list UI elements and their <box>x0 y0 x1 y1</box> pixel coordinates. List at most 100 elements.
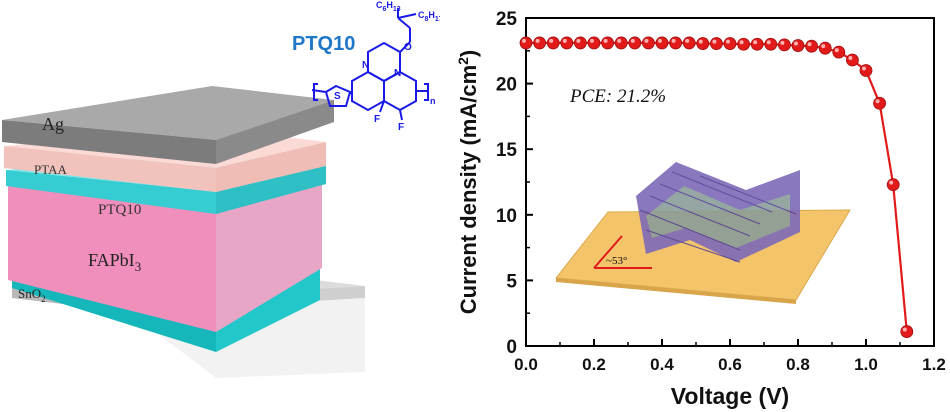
ptaa-label: PTAA <box>34 162 68 177</box>
jv-data-point <box>696 37 710 50</box>
jv-point-highlight <box>535 38 540 43</box>
atom-o: O <box>404 42 412 53</box>
angle-label: ~53° <box>606 255 627 267</box>
angle-marker <box>593 235 652 269</box>
jv-data-point <box>641 36 655 50</box>
jv-data-point <box>573 36 587 50</box>
x-tick-label: 1.2 <box>922 355 946 374</box>
y-tick-label: 25 <box>496 9 518 30</box>
side-chain-top: C6H13 <box>376 0 401 13</box>
x-tick-label: 0.8 <box>786 355 810 374</box>
jv-chart: ~53° 0.0 0.2 0.4 0.6 0.8 1.0 1.2 0 5 10 15 20 25 PCE… <box>455 9 946 409</box>
jv-point-highlight <box>698 39 703 44</box>
sno2-label: SnO2 <box>18 286 46 304</box>
jv-data-point <box>750 37 764 51</box>
jv-data-point <box>669 36 683 50</box>
repeat-n: n <box>430 96 436 106</box>
jv-data-point <box>601 36 615 50</box>
jv-data-point <box>805 39 819 53</box>
y-tick-label: 15 <box>496 140 518 161</box>
molecule-name: PTQ10 <box>292 33 355 55</box>
jv-data-point <box>655 36 669 50</box>
axis-ticks: 0.0 0.2 0.4 0.6 0.8 1.0 1.2 0 5 10 15 20 25 <box>496 9 946 374</box>
jv-data-point <box>845 53 859 67</box>
jv-point-highlight <box>821 44 826 49</box>
jv-data-point <box>519 36 533 50</box>
jv-point-highlight <box>862 66 866 71</box>
jv-data-point <box>546 36 560 50</box>
device-illustration: Ag PTAA PTQ10 FAPbI3 SnO2 PTQ10 C6H13 C8… <box>2 0 440 378</box>
jv-point-highlight <box>685 38 690 43</box>
jv-point-highlight <box>726 39 730 44</box>
jv-point-highlight <box>753 40 758 45</box>
jv-point-highlight <box>848 55 853 60</box>
jv-point-highlight <box>902 327 907 332</box>
perovskite-label: FAPbI3 <box>88 250 141 274</box>
jv-data-point <box>587 36 601 50</box>
jv-point-highlight <box>644 38 649 43</box>
jv-data-point <box>737 37 751 51</box>
jv-point-highlight <box>834 48 839 53</box>
jv-point-highlight <box>889 180 894 185</box>
molecule-atom-labels: PTQ10 C6H13 C8H17 O N N S F F n <box>292 0 440 133</box>
jv-point-highlight <box>712 39 717 44</box>
jv-data-point <box>886 178 900 192</box>
jv-data-point <box>614 36 628 50</box>
jv-point-highlight <box>549 38 554 43</box>
pce-annotation: PCE: 21.2% <box>569 86 666 107</box>
atom-s: S <box>334 91 341 102</box>
inset-crystal-illustration: ~53° <box>555 162 851 304</box>
jv-data-point <box>682 36 696 50</box>
jv-point-highlight <box>875 99 880 104</box>
atom-f2: F <box>398 122 404 133</box>
jv-point-highlight <box>739 40 744 45</box>
jv-point-highlight <box>603 38 608 43</box>
jv-data-point <box>859 64 873 77</box>
jv-data-point <box>764 37 778 51</box>
ptq10-molecule <box>311 8 429 121</box>
side-chain-right: C8H17 <box>418 10 440 23</box>
jv-data-point <box>723 37 737 50</box>
ag-layer <box>2 86 334 164</box>
x-tick-label: 0.6 <box>718 355 742 374</box>
y-tick-label: 10 <box>496 206 517 227</box>
jv-point-highlight <box>630 38 635 43</box>
jv-data-point <box>560 36 574 50</box>
y-axis-label: Current density (mA/cm2) <box>455 50 481 315</box>
jv-point-highlight <box>576 38 581 43</box>
jv-data-point <box>777 38 791 52</box>
y-tick-label: 5 <box>506 271 517 292</box>
jv-point-highlight <box>562 38 567 43</box>
atom-n2: N <box>394 68 401 79</box>
x-tick-label: 1.0 <box>854 355 878 374</box>
atom-n1: N <box>362 60 369 71</box>
x-tick-label: 0.4 <box>650 355 674 374</box>
jv-point-highlight <box>658 38 662 43</box>
jv-data-point <box>900 325 914 338</box>
crystal-lattice <box>636 162 800 263</box>
jv-point-highlight <box>671 38 676 43</box>
jv-point-highlight <box>794 41 798 46</box>
jv-data-point <box>832 45 846 59</box>
x-tick-label: 0.0 <box>514 355 538 374</box>
ptq10-label: PTQ10 <box>98 202 141 218</box>
jv-data-point <box>533 36 546 50</box>
jv-point-highlight <box>807 42 812 47</box>
jv-point-highlight <box>522 38 526 43</box>
jv-point-highlight <box>617 38 622 43</box>
series-layer <box>519 36 914 338</box>
jv-data-point <box>628 36 642 50</box>
ag-label: Ag <box>42 114 64 134</box>
jv-point-highlight <box>780 40 785 45</box>
jv-point-highlight <box>766 40 771 45</box>
jv-point-highlight <box>590 38 594 43</box>
atom-f1: F <box>374 114 380 125</box>
jv-data-point <box>873 96 887 110</box>
jv-data-point <box>791 39 805 52</box>
x-axis-label: Voltage (V) <box>671 383 789 409</box>
jv-data-point <box>709 37 723 50</box>
x-tick-label: 0.2 <box>582 355 606 374</box>
y-tick-label: 20 <box>496 75 517 96</box>
jv-data-point <box>818 41 832 55</box>
y-tick-label: 0 <box>506 337 517 358</box>
